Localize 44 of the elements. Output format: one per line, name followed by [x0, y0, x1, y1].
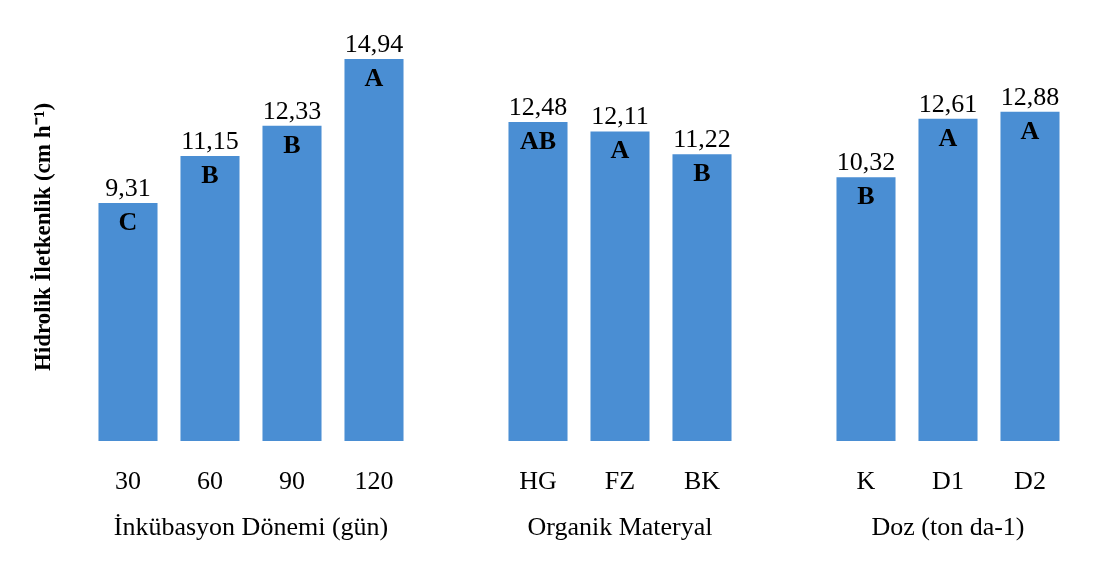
y-axis-title: Hidrolik İletkenlik (cm h⁻¹) — [29, 102, 55, 372]
data-label: 12,11 — [591, 101, 649, 131]
bar — [918, 118, 978, 441]
data-label: 12,48 — [508, 91, 568, 121]
x-tick-label: 120 — [354, 465, 394, 495]
bar — [836, 177, 896, 441]
text: Doz (ton da-1) — [871, 512, 1025, 541]
bar — [508, 121, 568, 441]
bar — [98, 203, 158, 441]
data-label: 11,15 — [181, 125, 239, 155]
x-tick-label: 60 — [197, 465, 223, 495]
x-tick-label: BK — [683, 465, 721, 495]
bar — [1000, 111, 1060, 441]
data-label: 11,22 — [673, 124, 731, 154]
x-tick-label: HG — [519, 465, 557, 495]
data-label: 12,61 — [918, 88, 978, 118]
x-tick-label: D1 — [932, 465, 964, 495]
annotation: A — [1020, 115, 1040, 145]
bar — [672, 154, 732, 441]
data-label: 10,32 — [836, 147, 896, 177]
x-tick-label: D2 — [1014, 465, 1046, 495]
x-tick-label: 90 — [279, 465, 305, 495]
annotation: B — [857, 181, 875, 211]
text: Organik Materyal — [527, 512, 713, 541]
x-tick-label: K — [856, 465, 876, 495]
annotation: B — [283, 129, 301, 159]
x-tick-label: 30 — [115, 465, 141, 495]
annotation: A — [938, 122, 958, 152]
bar — [344, 59, 404, 441]
data-label: 12,88 — [1000, 81, 1060, 111]
annotation: AB — [519, 125, 557, 155]
data-label: 9,31 — [105, 173, 151, 203]
annotation: B — [201, 159, 219, 189]
data-label: 14,94 — [344, 29, 404, 59]
bar — [180, 155, 240, 441]
annotation: A — [364, 63, 384, 93]
annotation: A — [610, 135, 630, 165]
bar — [590, 131, 650, 441]
data-label: 12,33 — [262, 95, 322, 125]
annotation: B — [693, 158, 711, 188]
bar — [262, 125, 322, 441]
text: İnkübasyon Dönemi (gün) — [113, 512, 389, 541]
x-tick-label: FZ — [604, 465, 636, 495]
annotation: C — [118, 207, 138, 237]
